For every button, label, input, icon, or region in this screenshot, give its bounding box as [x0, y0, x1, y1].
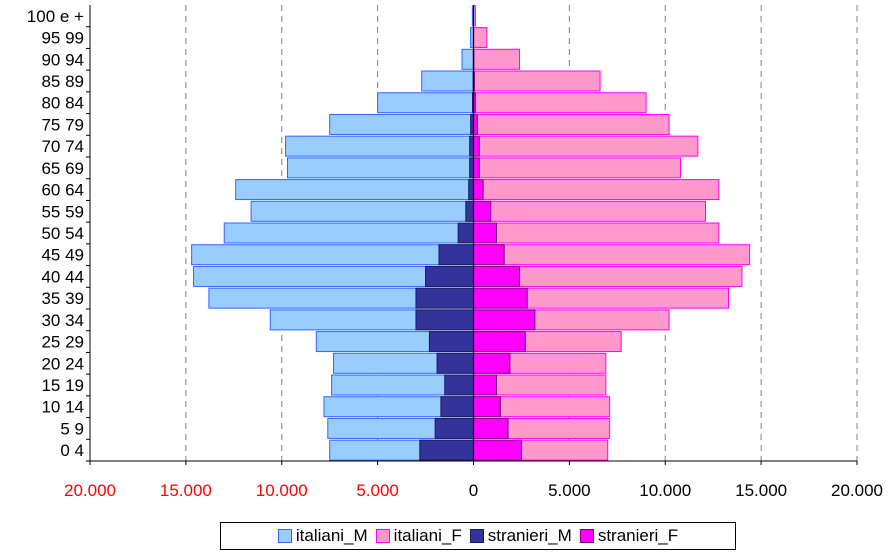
y-tick-label: 80 84	[41, 94, 84, 113]
x-tick-label: 5.000	[548, 481, 591, 500]
y-tick-label: 10 14	[41, 398, 84, 417]
legend-swatch	[469, 529, 484, 543]
bar-stranieri_F-60-64	[473, 179, 484, 201]
y-tick-label: 95 99	[41, 29, 84, 48]
bar-italiani_M-90-94	[461, 48, 474, 70]
y-tick-label: 70 74	[41, 137, 84, 156]
y-tick-label: 55 59	[41, 202, 84, 221]
bar-stranieri_M-10-14	[440, 396, 474, 418]
x-tick-label: 5.000	[356, 481, 399, 500]
x-tick-label: 10.000	[639, 481, 691, 500]
bar-stranieri_M-55-59	[465, 200, 474, 222]
y-tick-label: 85 89	[41, 72, 84, 91]
bar-stranieri_M-5-9	[434, 417, 474, 439]
bar-italiani_F-50-54	[473, 222, 720, 244]
y-tick-label: 20 24	[41, 354, 84, 373]
bar-italiani_F-70-74	[473, 135, 699, 157]
legend-item-stranieri_F: stranieri_F	[579, 526, 679, 546]
bar-italiani_M-50-54	[223, 222, 474, 244]
legend-swatch	[579, 529, 594, 543]
bar-stranieri_F-0-4	[473, 439, 522, 461]
bar-stranieri_F-30-34	[473, 309, 536, 331]
bar-stranieri_M-20-24	[436, 352, 475, 374]
bar-stranieri_M-35-39	[415, 287, 475, 309]
bar-italiani_M-45-49	[191, 244, 474, 266]
bar-stranieri_M-0-4	[419, 439, 474, 461]
bar-stranieri_F-25-29	[473, 331, 526, 353]
bar-italiani_M-85-89	[421, 70, 475, 92]
x-tick-label: 15.000	[735, 481, 787, 500]
bar-stranieri_M-45-49	[438, 244, 474, 266]
x-tick-label: 0	[469, 481, 478, 500]
y-tick-label: 5 9	[60, 419, 84, 438]
y-tick-label: 15 19	[41, 376, 84, 395]
bar-italiani_F-55-59	[473, 200, 707, 222]
bar-stranieri_M-50-54	[457, 222, 475, 244]
bar-stranieri_F-45-49	[473, 244, 505, 266]
bar-stranieri_F-70-74	[473, 135, 480, 157]
legend-label: italiani_M	[295, 526, 368, 545]
bar-stranieri_F-5-9	[473, 417, 509, 439]
legend-label: stranieri_F	[597, 526, 679, 545]
bar-stranieri_M-15-19	[444, 374, 474, 396]
legend-item-italiani_M: italiani_M	[277, 526, 368, 546]
chart-legend: italiani_M italiani_F stranieri_M stranieri…	[220, 522, 736, 550]
y-tick-label: 35 39	[41, 289, 84, 308]
bar-stranieri_F-20-24	[473, 352, 511, 374]
legend-item-stranieri_M: stranieri_M	[469, 526, 572, 546]
bar-stranieri_F-55-59	[473, 200, 492, 222]
y-tick-label: 0 4	[60, 441, 84, 460]
bar-stranieri_F-65-69	[473, 157, 480, 179]
bar-italiani_F-45-49	[473, 244, 751, 266]
bar-italiani_M-65-69	[287, 157, 474, 179]
bar-italiani_M-70-74	[285, 135, 474, 157]
legend-label: italiani_F	[393, 526, 462, 545]
bar-stranieri_F-50-54	[473, 222, 498, 244]
bar-italiani_F-80-84	[473, 92, 647, 114]
x-tick-label: 10.000	[256, 481, 308, 500]
y-tick-label: 60 64	[41, 181, 84, 200]
bar-italiani_F-60-64	[473, 179, 720, 201]
bar-italiani_F-75-79	[473, 113, 670, 135]
x-tick-label: 20.000	[64, 481, 116, 500]
bar-stranieri_F-10-14	[473, 396, 501, 418]
bar-stranieri_M-60-64	[468, 179, 474, 201]
y-tick-label: 75 79	[41, 115, 84, 134]
legend-item-italiani_F: italiani_F	[375, 526, 462, 546]
y-tick-label: 65 69	[41, 159, 84, 178]
population-pyramid-chart: 0 4 5 9 10 14 15 19 20 24 25 29 30 34 35 39 40 4…	[27, 5, 883, 500]
x-tick-label: 15.000	[160, 481, 212, 500]
y-tick-label: 30 34	[41, 311, 84, 330]
y-tick-label: 25 29	[41, 333, 84, 352]
bar-stranieri_F-35-39	[473, 287, 528, 309]
bar-italiani_M-60-64	[235, 179, 474, 201]
bar-stranieri_M-25-29	[428, 331, 474, 353]
y-tick-label: 100 e +	[27, 7, 84, 26]
y-tick-label: 45 49	[41, 246, 84, 265]
bar-italiani_M-75-79	[329, 113, 474, 135]
legend-swatch	[277, 529, 292, 543]
bar-italiani_F-65-69	[473, 157, 682, 179]
bar-italiani_M-80-84	[377, 92, 474, 114]
bar-stranieri_F-15-19	[473, 374, 498, 396]
bar-italiani_F-95-99	[473, 27, 488, 49]
legend-swatch	[375, 529, 390, 543]
bar-stranieri_F-40-44	[473, 265, 521, 287]
bar-italiani_M-55-59	[250, 200, 474, 222]
bar-stranieri_M-40-44	[425, 265, 474, 287]
bar-stranieri_M-30-34	[415, 309, 475, 331]
bar-italiani_F-85-89	[473, 70, 601, 92]
bar-italiani_F-90-94	[473, 48, 521, 70]
y-tick-label: 50 54	[41, 224, 84, 243]
legend-label: stranieri_M	[487, 526, 572, 545]
y-tick-label: 90 94	[41, 50, 84, 69]
y-tick-label: 40 44	[41, 267, 84, 286]
x-tick-label: 20.000	[831, 481, 883, 500]
